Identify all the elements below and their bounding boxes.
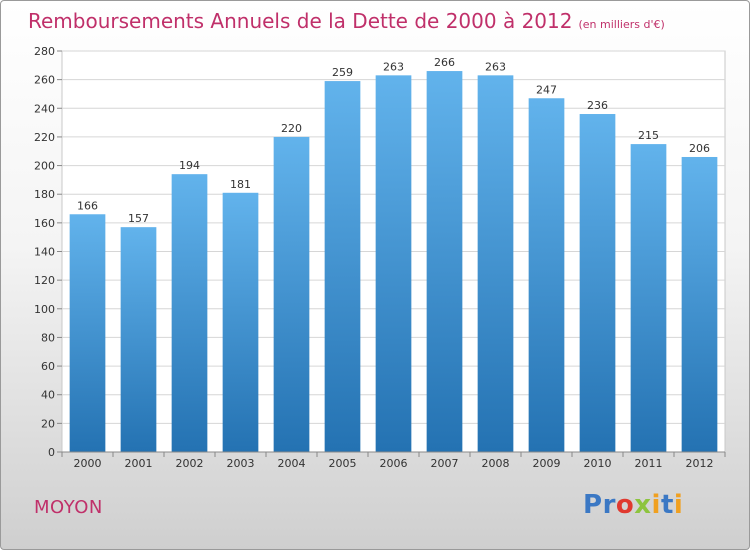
y-tick-label: 180 — [34, 188, 55, 201]
bar — [528, 98, 565, 452]
bar — [375, 75, 412, 452]
y-tick-label: 0 — [48, 446, 55, 459]
bar — [477, 75, 514, 452]
bar — [171, 174, 208, 452]
data-label: 259 — [332, 66, 353, 79]
y-tick-label: 240 — [34, 102, 55, 115]
x-tick-label: 2006 — [380, 457, 408, 470]
bar — [579, 114, 616, 452]
data-label: 236 — [587, 99, 608, 112]
logo-letter: i — [651, 490, 661, 520]
x-tick-label: 2011 — [635, 457, 663, 470]
bar — [69, 214, 106, 452]
y-tick-label: 160 — [34, 217, 55, 230]
bar — [681, 156, 718, 452]
y-tick-label: 260 — [34, 74, 55, 87]
commune-name: MOYON — [34, 497, 103, 518]
x-tick-label: 2008 — [482, 457, 510, 470]
chart-title: Remboursements Annuels de la Dette de 20… — [28, 9, 665, 33]
chart-unit-note: (en milliers d'€) — [578, 18, 665, 31]
x-tick-label: 2001 — [125, 457, 153, 470]
data-label: 206 — [689, 142, 710, 155]
y-tick-label: 40 — [41, 389, 55, 402]
y-tick-label: 120 — [34, 274, 55, 287]
data-label: 194 — [179, 159, 200, 172]
data-label: 157 — [128, 212, 149, 225]
data-label: 266 — [434, 56, 455, 69]
data-label: 247 — [536, 83, 557, 96]
logo-letter: i — [673, 490, 684, 520]
logo-letter: o — [615, 490, 635, 520]
y-tick-label: 60 — [41, 360, 55, 373]
chart-title-text: Remboursements Annuels de la Dette de 20… — [28, 9, 573, 33]
proxiti-logo: Proxiti — [583, 490, 683, 520]
x-tick-label: 2003 — [227, 457, 255, 470]
data-label: 263 — [485, 60, 506, 73]
logo-letter: t — [660, 490, 674, 520]
bar — [426, 71, 463, 453]
data-label: 166 — [77, 199, 98, 212]
x-tick-label: 2007 — [431, 457, 459, 470]
x-tick-label: 2000 — [74, 457, 102, 470]
y-tick-label: 200 — [34, 160, 55, 173]
x-tick-label: 2010 — [584, 457, 612, 470]
data-label: 220 — [281, 122, 302, 135]
bar — [273, 136, 310, 452]
logo-letter: x — [634, 490, 652, 520]
x-tick-label: 2012 — [686, 457, 714, 470]
y-tick-label: 80 — [41, 331, 55, 344]
y-tick-label: 20 — [41, 417, 55, 430]
logo-letter: r — [602, 490, 616, 520]
x-tick-label: 2005 — [329, 457, 357, 470]
bar — [222, 192, 259, 452]
y-tick-label: 220 — [34, 131, 55, 144]
logo-letter: P — [583, 490, 603, 520]
x-tick-label: 2002 — [176, 457, 204, 470]
x-tick-label: 2009 — [533, 457, 561, 470]
bar — [324, 81, 361, 452]
data-label: 215 — [638, 129, 659, 142]
y-tick-label: 280 — [34, 45, 55, 58]
bar — [120, 227, 157, 452]
y-tick-label: 100 — [34, 303, 55, 316]
data-label: 181 — [230, 178, 251, 191]
data-label: 263 — [383, 60, 404, 73]
x-tick-label: 2004 — [278, 457, 306, 470]
y-tick-label: 140 — [34, 246, 55, 259]
bar — [630, 144, 667, 452]
